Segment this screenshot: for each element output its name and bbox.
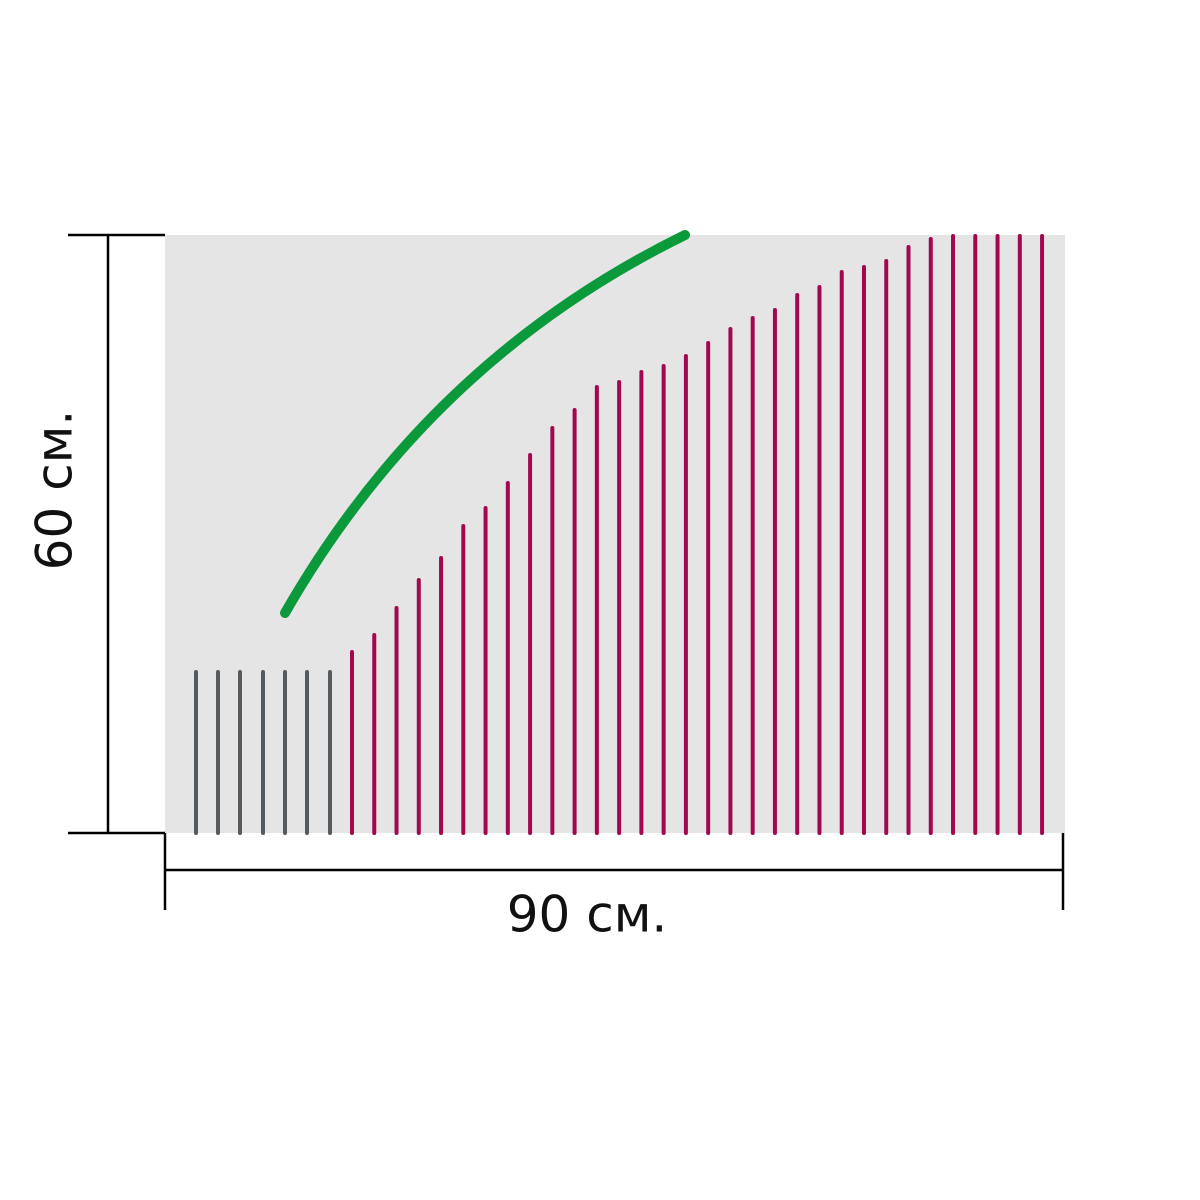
dimension-lines: [68, 233, 1065, 910]
width-label: 90 см.: [507, 886, 668, 944]
panel: [165, 235, 1065, 833]
green-arc: [280, 230, 690, 618]
stripes: [194, 234, 1045, 835]
height-label: 60 см.: [26, 410, 84, 571]
